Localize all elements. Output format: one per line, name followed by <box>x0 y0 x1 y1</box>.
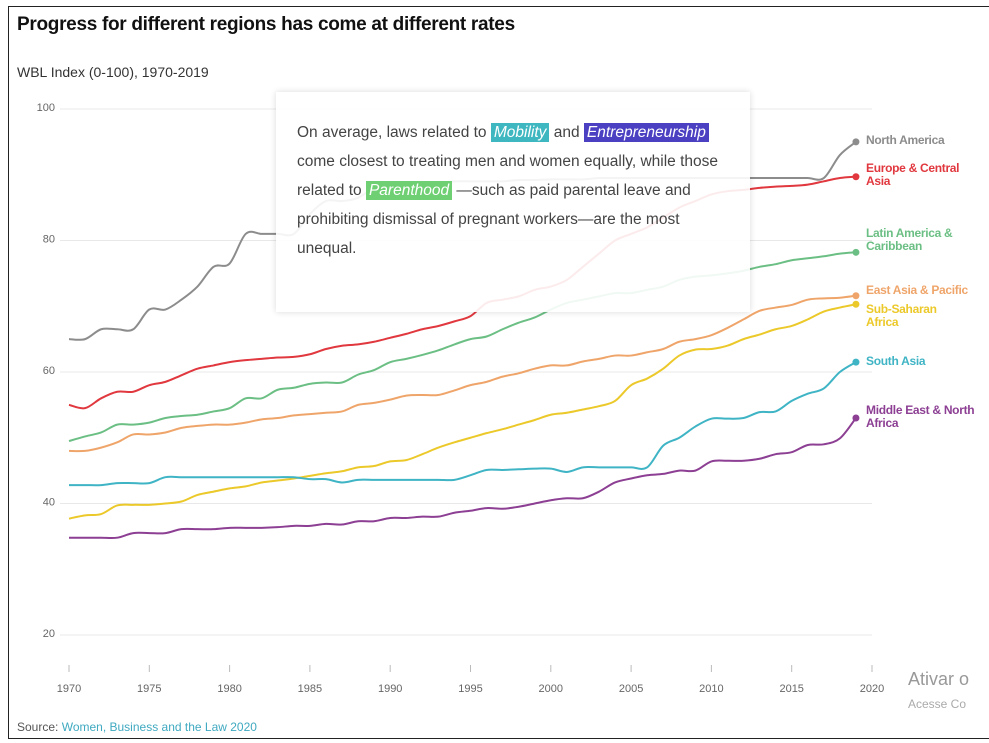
legend-label: Sub-Saharan Africa <box>866 302 937 329</box>
y-tick-label: 20 <box>43 628 55 640</box>
series-line <box>68 303 857 520</box>
end-dot <box>852 248 860 256</box>
source-prefix: Source: <box>17 720 59 734</box>
source: Source: Women, Business and the Law 2020 <box>17 720 257 734</box>
legend-label: East Asia & Pacific <box>866 283 968 297</box>
x-tick-label: 1980 <box>217 683 241 695</box>
y-tick-label: 40 <box>43 496 55 508</box>
legend-label: Latin America & Caribbean <box>866 226 953 253</box>
y-tick-label: 80 <box>43 233 55 245</box>
chart-title: Progress for different regions has come … <box>17 14 515 35</box>
x-tick-label: 1985 <box>298 683 322 695</box>
x-tick-label: 2005 <box>619 683 643 695</box>
highlight: Mobility <box>490 123 550 142</box>
annotation-text: come closest to treating men and women e… <box>297 153 719 199</box>
end-dot <box>852 292 860 300</box>
x-tick-label: 1990 <box>378 683 402 695</box>
legend-label: South Asia <box>866 354 926 368</box>
x-tick-label: 2020 <box>860 683 884 695</box>
chart-subtitle: WBL Index (0-100), 1970-2019 <box>17 64 209 80</box>
end-dot <box>852 138 860 146</box>
end-dot <box>852 173 860 181</box>
x-tick-label: 1995 <box>458 683 482 695</box>
watermark: Acesse Co <box>908 697 967 711</box>
x-tick-label: 1975 <box>137 683 161 695</box>
x-tick-label: 2000 <box>539 683 563 695</box>
end-dot <box>852 300 860 308</box>
highlight: Parenthood <box>365 181 453 200</box>
legend-label: North America <box>866 133 945 147</box>
x-tick-label: 1970 <box>57 683 81 695</box>
frame <box>8 6 989 739</box>
series-line <box>68 294 857 453</box>
annotation-text: On average, laws related to <box>297 124 487 141</box>
end-dot <box>852 414 860 422</box>
source-link[interactable]: Women, Business and the Law 2020 <box>61 720 257 734</box>
watermark: Ativar o <box>908 669 970 689</box>
y-tick-label: 100 <box>37 102 55 114</box>
legend-label: Europe & Central Asia <box>866 161 960 188</box>
series-line <box>69 361 857 487</box>
series-line <box>69 417 857 540</box>
x-tick-label: 2010 <box>699 683 723 695</box>
annotation-text: —such as paid parental leave and prohibi… <box>297 182 691 257</box>
annotation: On average, laws related to Mobility and… <box>276 92 750 312</box>
end-dot <box>852 358 860 366</box>
x-tick-label: 2015 <box>779 683 803 695</box>
legend-label: Middle East & North Africa <box>866 403 975 430</box>
y-tick-label: 60 <box>43 365 55 377</box>
annotation-text: and <box>553 124 580 141</box>
highlight: Entrepreneurship <box>583 123 709 142</box>
